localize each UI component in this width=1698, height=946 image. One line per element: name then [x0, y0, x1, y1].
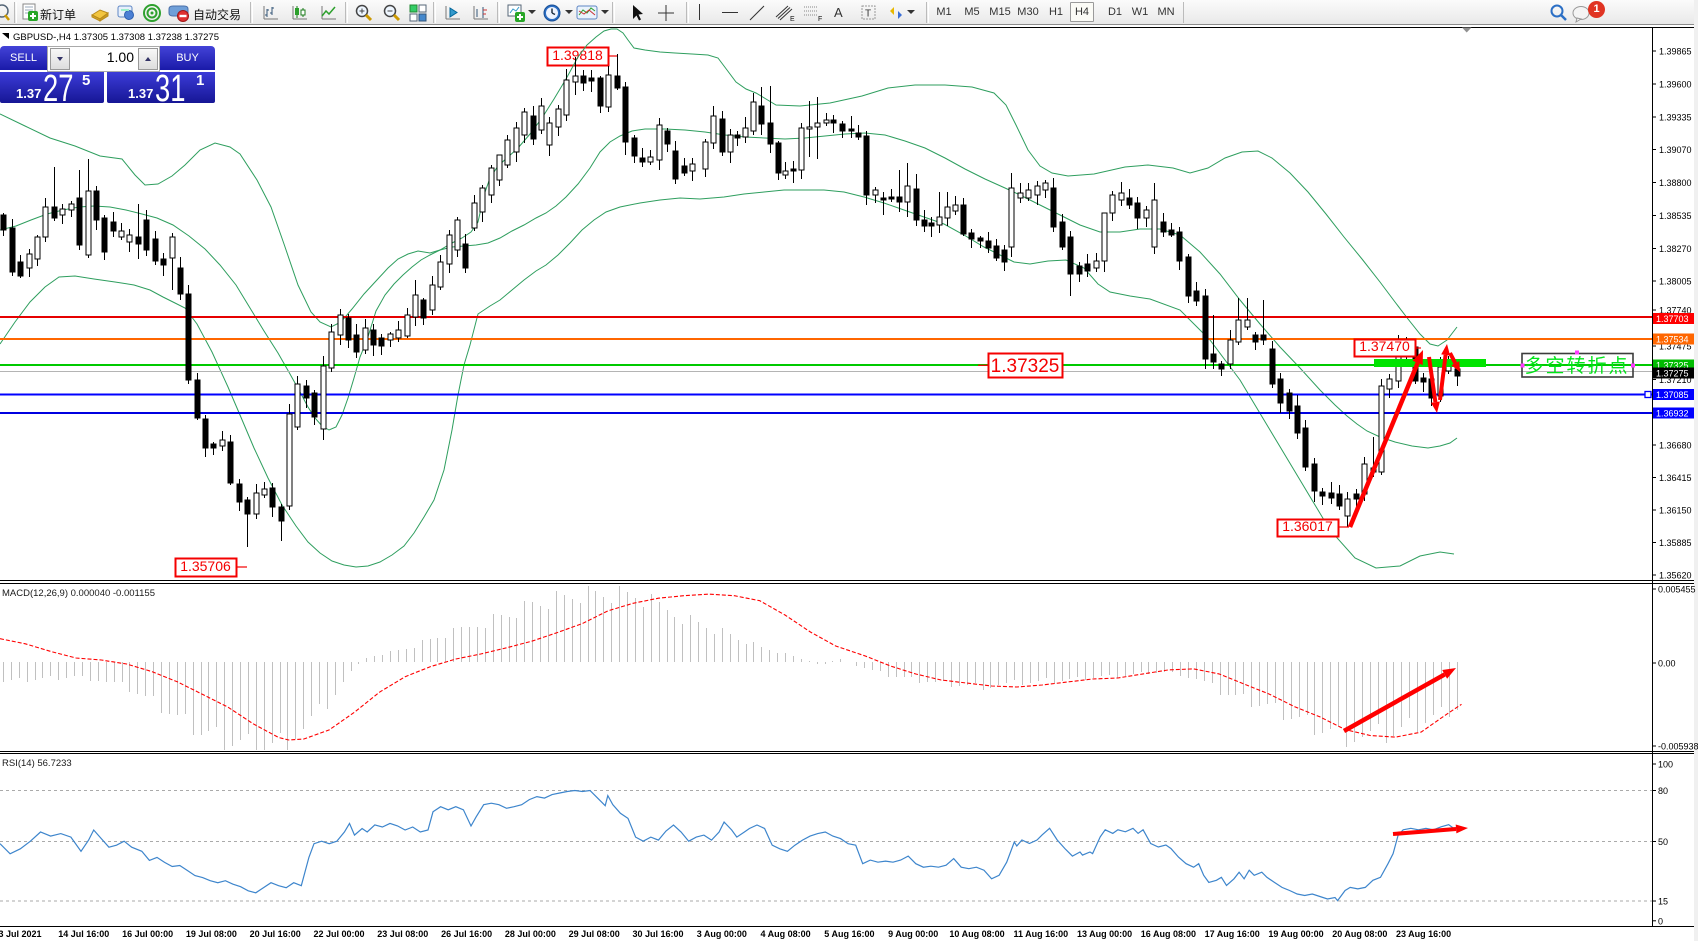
- svg-text:1.37275: 1.37275: [1656, 369, 1689, 379]
- svg-text:F: F: [818, 16, 822, 23]
- svg-text:100: 100: [1658, 760, 1673, 770]
- svg-text:1.37085: 1.37085: [1656, 390, 1689, 400]
- svg-text:1.37210: 1.37210: [1659, 375, 1692, 385]
- svg-text:23 Jul 08:00: 23 Jul 08:00: [377, 929, 428, 939]
- svg-text:1.37475: 1.37475: [1659, 342, 1692, 352]
- svg-text:RSI(14) 56.7233: RSI(14) 56.7233: [2, 758, 72, 769]
- svg-text:30 Jul 16:00: 30 Jul 16:00: [632, 929, 683, 939]
- svg-text:10 Aug 08:00: 10 Aug 08:00: [949, 929, 1004, 939]
- svg-text:1.36415: 1.36415: [1659, 473, 1692, 483]
- svg-text:1.38005: 1.38005: [1659, 277, 1692, 287]
- svg-text:19 Aug 00:00: 19 Aug 00:00: [1268, 929, 1323, 939]
- svg-text:9 Aug 00:00: 9 Aug 00:00: [888, 929, 938, 939]
- svg-text:GBPUSD-,H4 1.37305 1.37308 1.: GBPUSD-,H4 1.37305 1.37308 1.37238 1.372…: [13, 32, 219, 43]
- svg-text:80: 80: [1658, 786, 1668, 796]
- svg-text:1.35885: 1.35885: [1659, 538, 1692, 548]
- svg-text:1.38270: 1.38270: [1659, 244, 1692, 254]
- svg-text:3 Aug 00:00: 3 Aug 00:00: [697, 929, 747, 939]
- svg-text:1.39070: 1.39070: [1659, 145, 1692, 155]
- svg-text:11 Aug 16:00: 11 Aug 16:00: [1013, 929, 1068, 939]
- svg-text:1.35706: 1.35706: [180, 558, 231, 574]
- svg-text:3 Jul 2021: 3 Jul 2021: [0, 929, 42, 939]
- svg-text:1.37703: 1.37703: [1656, 314, 1689, 324]
- svg-text:1.36932: 1.36932: [1656, 409, 1689, 419]
- svg-text:19 Jul 08:00: 19 Jul 08:00: [186, 929, 237, 939]
- svg-text:23 Aug 16:00: 23 Aug 16:00: [1396, 929, 1451, 939]
- svg-text:1.36017: 1.36017: [1282, 518, 1333, 534]
- svg-text:MACD(12,26,9) 0.000040 -0.0011: MACD(12,26,9) 0.000040 -0.001155: [2, 588, 155, 599]
- svg-text:1.37325: 1.37325: [1656, 361, 1689, 371]
- svg-text:20 Jul 16:00: 20 Jul 16:00: [250, 929, 301, 939]
- svg-text:1.37325: 1.37325: [991, 356, 1060, 377]
- svg-text:E: E: [790, 16, 795, 23]
- svg-text:1.39865: 1.39865: [1659, 47, 1692, 57]
- svg-text:1.38535: 1.38535: [1659, 211, 1692, 221]
- svg-text:1.37534: 1.37534: [1656, 335, 1689, 345]
- svg-text:22 Jul 00:00: 22 Jul 00:00: [313, 929, 364, 939]
- svg-text:0: 0: [1658, 916, 1663, 926]
- svg-text:5 Aug 16:00: 5 Aug 16:00: [824, 929, 874, 939]
- svg-text:50: 50: [1658, 837, 1668, 847]
- svg-text:-0.005938: -0.005938: [1658, 742, 1698, 752]
- svg-text:4 Aug 08:00: 4 Aug 08:00: [761, 929, 811, 939]
- svg-text:T: T: [865, 9, 871, 20]
- svg-text:16 Aug 08:00: 16 Aug 08:00: [1141, 929, 1196, 939]
- svg-text:1.36150: 1.36150: [1659, 506, 1692, 516]
- svg-text:16 Jul 00:00: 16 Jul 00:00: [122, 929, 173, 939]
- svg-text:29 Jul 08:00: 29 Jul 08:00: [569, 929, 620, 939]
- svg-text:0.005455: 0.005455: [1658, 585, 1696, 595]
- svg-text:14 Jul 16:00: 14 Jul 16:00: [58, 929, 109, 939]
- svg-text:1.39335: 1.39335: [1659, 113, 1692, 123]
- svg-text:26 Jul 16:00: 26 Jul 16:00: [441, 929, 492, 939]
- svg-text:0.00: 0.00: [1658, 659, 1676, 669]
- svg-text:1.36680: 1.36680: [1659, 441, 1692, 451]
- svg-text:1.39600: 1.39600: [1659, 80, 1692, 90]
- svg-text:1.35620: 1.35620: [1659, 571, 1692, 581]
- svg-text:多空转折点: 多空转折点: [1524, 355, 1629, 377]
- svg-text:13 Aug 00:00: 13 Aug 00:00: [1077, 929, 1132, 939]
- svg-text:1.39818: 1.39818: [552, 47, 603, 63]
- svg-text:1.37470: 1.37470: [1359, 338, 1410, 354]
- svg-text:1.37740: 1.37740: [1659, 306, 1692, 316]
- svg-text:20 Aug 08:00: 20 Aug 08:00: [1332, 929, 1387, 939]
- svg-text:17 Aug 16:00: 17 Aug 16:00: [1205, 929, 1260, 939]
- svg-text:1.38800: 1.38800: [1659, 178, 1692, 188]
- svg-text:28 Jul 00:00: 28 Jul 00:00: [505, 929, 556, 939]
- svg-text:15: 15: [1658, 897, 1668, 907]
